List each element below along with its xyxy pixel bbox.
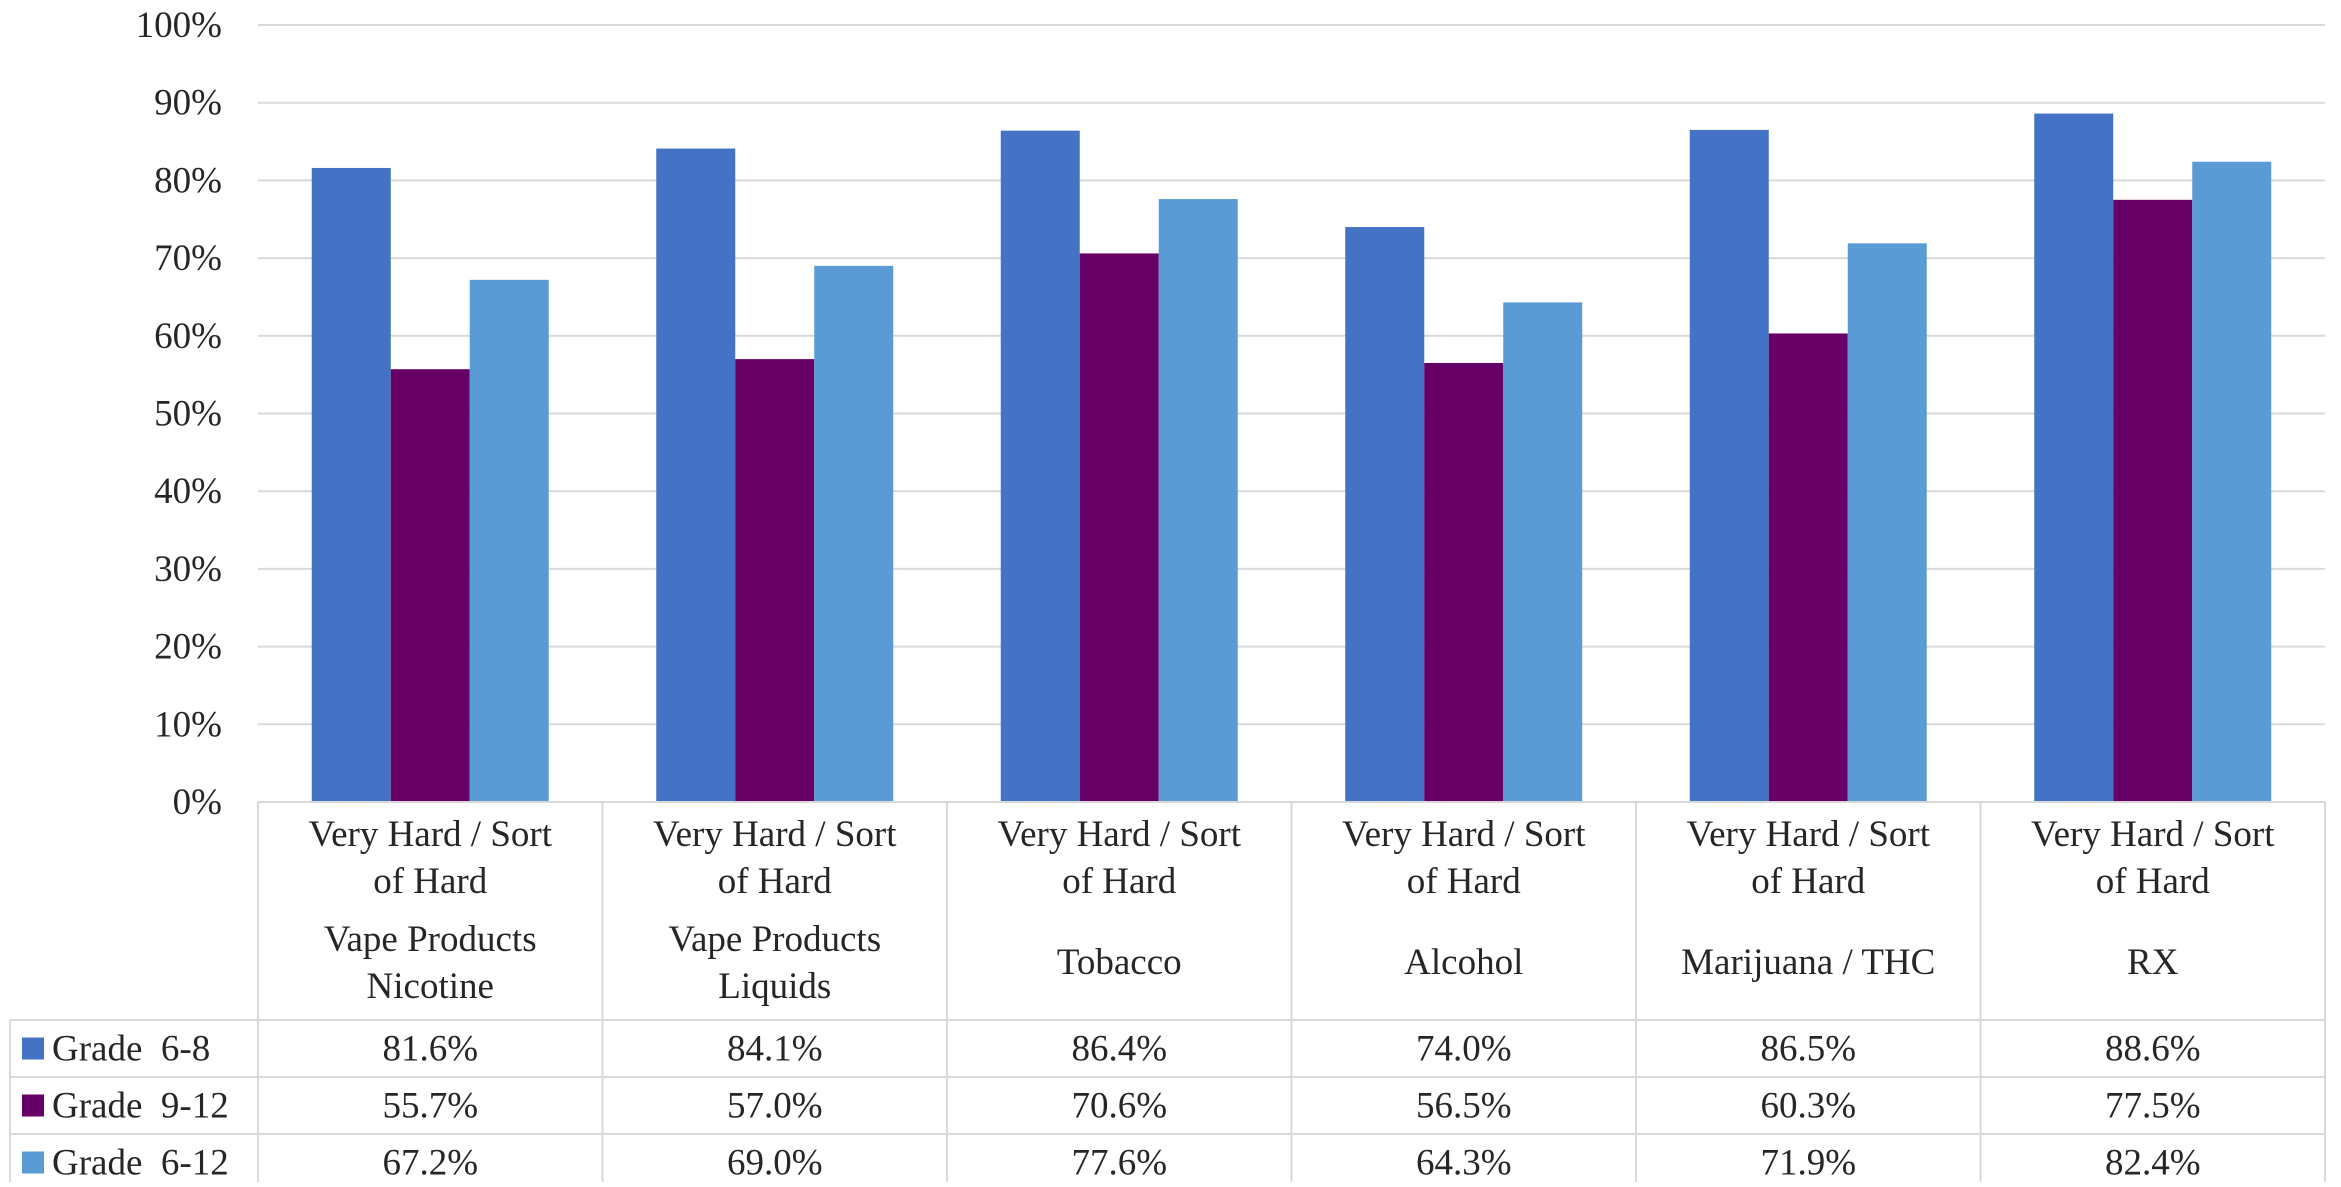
data-value-label: 55.7%: [382, 1086, 478, 1127]
category-item-label: Liquids: [718, 966, 831, 1007]
bar: [2034, 113, 2114, 802]
category-group-label: Very Hard / Sort: [1686, 814, 1930, 855]
bar: [1345, 227, 1425, 802]
category-group-label: Very Hard / Sort: [1342, 814, 1586, 855]
bar: [1158, 199, 1238, 803]
data-value-label: 81.6%: [382, 1029, 478, 1070]
bar: [1000, 130, 1080, 802]
data-value-label: 77.5%: [2105, 1086, 2201, 1127]
category-group-label: of Hard: [1062, 861, 1177, 902]
data-value-label: 60.3%: [1760, 1086, 1856, 1127]
bar: [469, 279, 549, 803]
data-value-label: 69.0%: [727, 1143, 823, 1183]
data-value-label: 86.4%: [1071, 1029, 1167, 1070]
category-item-label: Vape Products: [668, 919, 881, 960]
category-group-label: Very Hard / Sort: [997, 814, 1241, 855]
bar: [2192, 161, 2272, 802]
bar: [656, 148, 736, 803]
y-tick-label: 30%: [154, 549, 222, 590]
bar: [1424, 362, 1504, 802]
data-value-label: 84.1%: [727, 1029, 823, 1070]
data-value-label: 71.9%: [1760, 1143, 1856, 1183]
category-group-label: Very Hard / Sort: [308, 814, 552, 855]
data-value-label: 64.3%: [1416, 1143, 1512, 1183]
data-value-label: 77.6%: [1071, 1143, 1167, 1183]
data-table: Very Hard / Sort of Hard Vape Products Nico…: [9, 801, 2326, 1184]
category-item-label: Alcohol: [1404, 942, 1523, 983]
data-value-label: 86.5%: [1760, 1029, 1856, 1070]
category-item-label: Marijuana / THC: [1681, 942, 1935, 983]
gridlines: [258, 24, 2325, 803]
category-group-label: of Hard: [373, 861, 488, 902]
bar: [2113, 199, 2193, 802]
series-name: Grade 6-12: [52, 1143, 229, 1183]
data-value-label: 88.6%: [2105, 1029, 2201, 1070]
y-tick-label: 80%: [154, 160, 222, 201]
bar: [1768, 333, 1848, 802]
y-axis-tick-labels: 0% 10% 20% 30% 40% 50% 60% 70% 80% 90% 100%: [136, 5, 222, 823]
data-value-label: 74.0%: [1416, 1029, 1512, 1070]
data-value-label: 56.5%: [1416, 1086, 1512, 1127]
legend-key: [22, 1037, 44, 1060]
legend-key: [22, 1151, 44, 1174]
y-tick-label: 60%: [154, 316, 222, 357]
data-value-label: 70.6%: [1071, 1086, 1167, 1127]
category-item-label: RX: [2127, 942, 2179, 983]
category-group-label: of Hard: [1407, 861, 1522, 902]
legend-key: [22, 1094, 44, 1117]
y-tick-label: 90%: [154, 83, 222, 124]
data-value-label: 67.2%: [382, 1143, 478, 1183]
category-group-label: Very Hard / Sort: [2031, 814, 2275, 855]
y-tick-label: 40%: [154, 471, 222, 512]
category-item-label: Nicotine: [367, 966, 494, 1007]
bar: [1079, 253, 1159, 803]
category-group-label: of Hard: [2096, 861, 2211, 902]
category-group-label: Very Hard / Sort: [653, 814, 897, 855]
category-group-label: of Hard: [1751, 861, 1866, 902]
bar: [1503, 302, 1583, 802]
bar: [311, 167, 391, 802]
y-tick-label: 70%: [154, 238, 222, 279]
y-tick-label: 50%: [154, 394, 222, 435]
data-value-label: 82.4%: [2105, 1143, 2201, 1183]
y-tick-label: 10%: [154, 704, 222, 745]
bar: [1847, 243, 1927, 802]
bar: [390, 369, 470, 802]
series-name: Grade 6-8: [52, 1029, 210, 1070]
category-item-label: Tobacco: [1057, 942, 1182, 983]
category-group-label: of Hard: [718, 861, 833, 902]
bar: [814, 265, 894, 802]
y-tick-label: 0%: [173, 782, 222, 823]
y-tick-label: 20%: [154, 627, 222, 668]
category-item-label: Vape Products: [324, 919, 537, 960]
bar: [735, 359, 815, 802]
y-tick-label: 100%: [136, 5, 222, 46]
series-name: Grade 9-12: [52, 1086, 229, 1127]
data-value-label: 57.0%: [727, 1086, 823, 1127]
bar: [1689, 129, 1769, 802]
bars: [311, 113, 2272, 803]
